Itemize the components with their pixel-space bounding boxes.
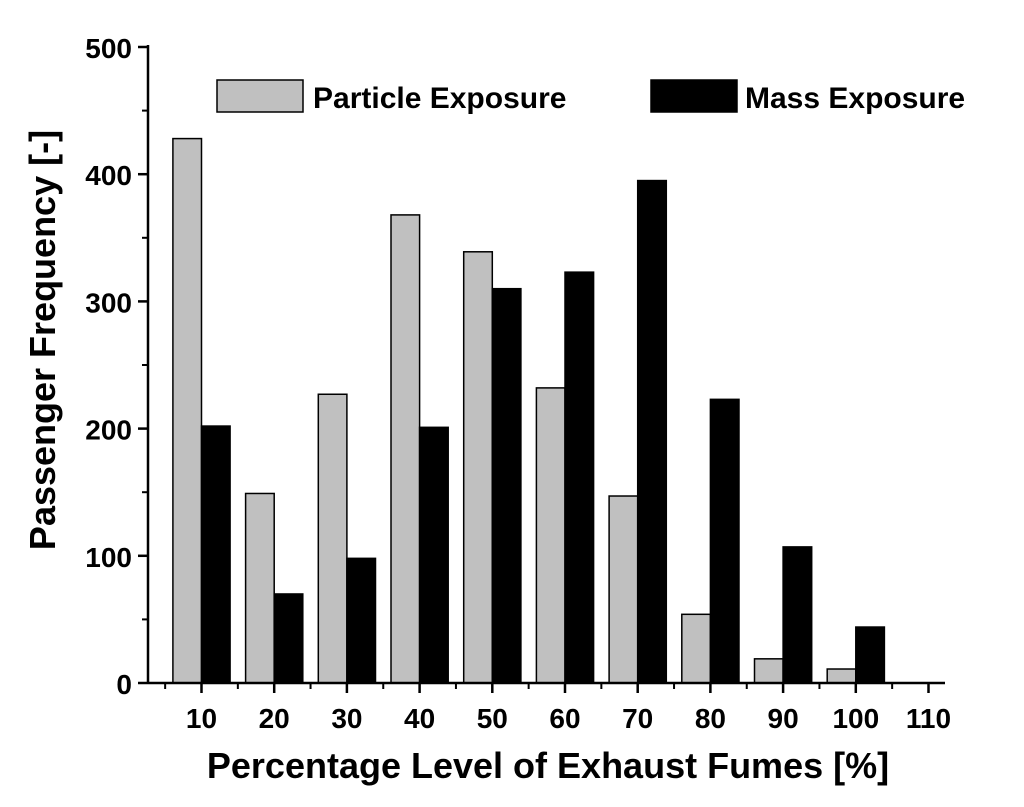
bar-mass-30 xyxy=(346,557,377,684)
bar-particle-10 xyxy=(172,137,203,684)
bar-mass-90 xyxy=(782,546,813,684)
bar-particle-50 xyxy=(462,251,494,684)
x-tick-label-50: 50 xyxy=(477,703,508,734)
bar-mass-80 xyxy=(709,398,740,684)
x-tick-label-80: 80 xyxy=(695,703,726,734)
x-tick-label-10: 10 xyxy=(186,703,217,734)
bar-particle-60 xyxy=(535,387,566,684)
bar-mass-60 xyxy=(564,271,595,684)
y-tick-label-500: 500 xyxy=(85,33,132,64)
axes-group: 0 100 200 300 400 500 10 20 30 40 50 60 70 80 90 100 110 xyxy=(85,33,951,734)
legend-label-particle: Particle Exposure xyxy=(313,82,566,115)
bar-mass-70 xyxy=(636,179,668,684)
y-tick-label-300: 300 xyxy=(85,287,132,318)
x-tick-label-110: 110 xyxy=(906,703,951,734)
bars-group xyxy=(172,137,886,684)
bar-mass-20 xyxy=(273,593,304,684)
x-tick-label-60: 60 xyxy=(549,703,580,734)
y-axis-label: Passenger Frequency [-] xyxy=(22,130,63,550)
legend-swatch-mass xyxy=(650,79,738,113)
x-tick-label-40: 40 xyxy=(404,703,435,734)
x-tick-label-70: 70 xyxy=(622,703,653,734)
x-tick-label-30: 30 xyxy=(331,703,362,734)
bar-mass-40 xyxy=(418,426,449,684)
bar-mass-50 xyxy=(491,287,522,684)
x-tick-label-90: 90 xyxy=(768,703,799,734)
bar-particle-100 xyxy=(826,668,857,684)
y-tick-label-0: 0 xyxy=(116,669,132,700)
legend-swatch-particle xyxy=(216,79,304,113)
bar-particle-70 xyxy=(608,495,639,684)
bar-particle-40 xyxy=(390,214,421,684)
bar-mass-10 xyxy=(200,425,231,684)
y-tick-label-400: 400 xyxy=(85,160,132,191)
y-tick-label-200: 200 xyxy=(85,415,132,446)
bar-mass-100 xyxy=(855,626,886,684)
legend-label-mass: Mass Exposure xyxy=(745,82,965,115)
x-tick-label-20: 20 xyxy=(259,703,290,734)
bar-particle-80 xyxy=(681,613,712,684)
bar-particle-20 xyxy=(244,492,275,684)
legend: Particle Exposure Mass Exposure xyxy=(216,79,965,115)
x-tick-label-100: 100 xyxy=(832,703,879,734)
y-tick-label-100: 100 xyxy=(85,542,132,573)
bar-particle-30 xyxy=(317,393,348,684)
bar-particle-90 xyxy=(753,658,784,684)
x-axis-label: Percentage Level of Exhaust Fumes [%] xyxy=(207,745,889,786)
